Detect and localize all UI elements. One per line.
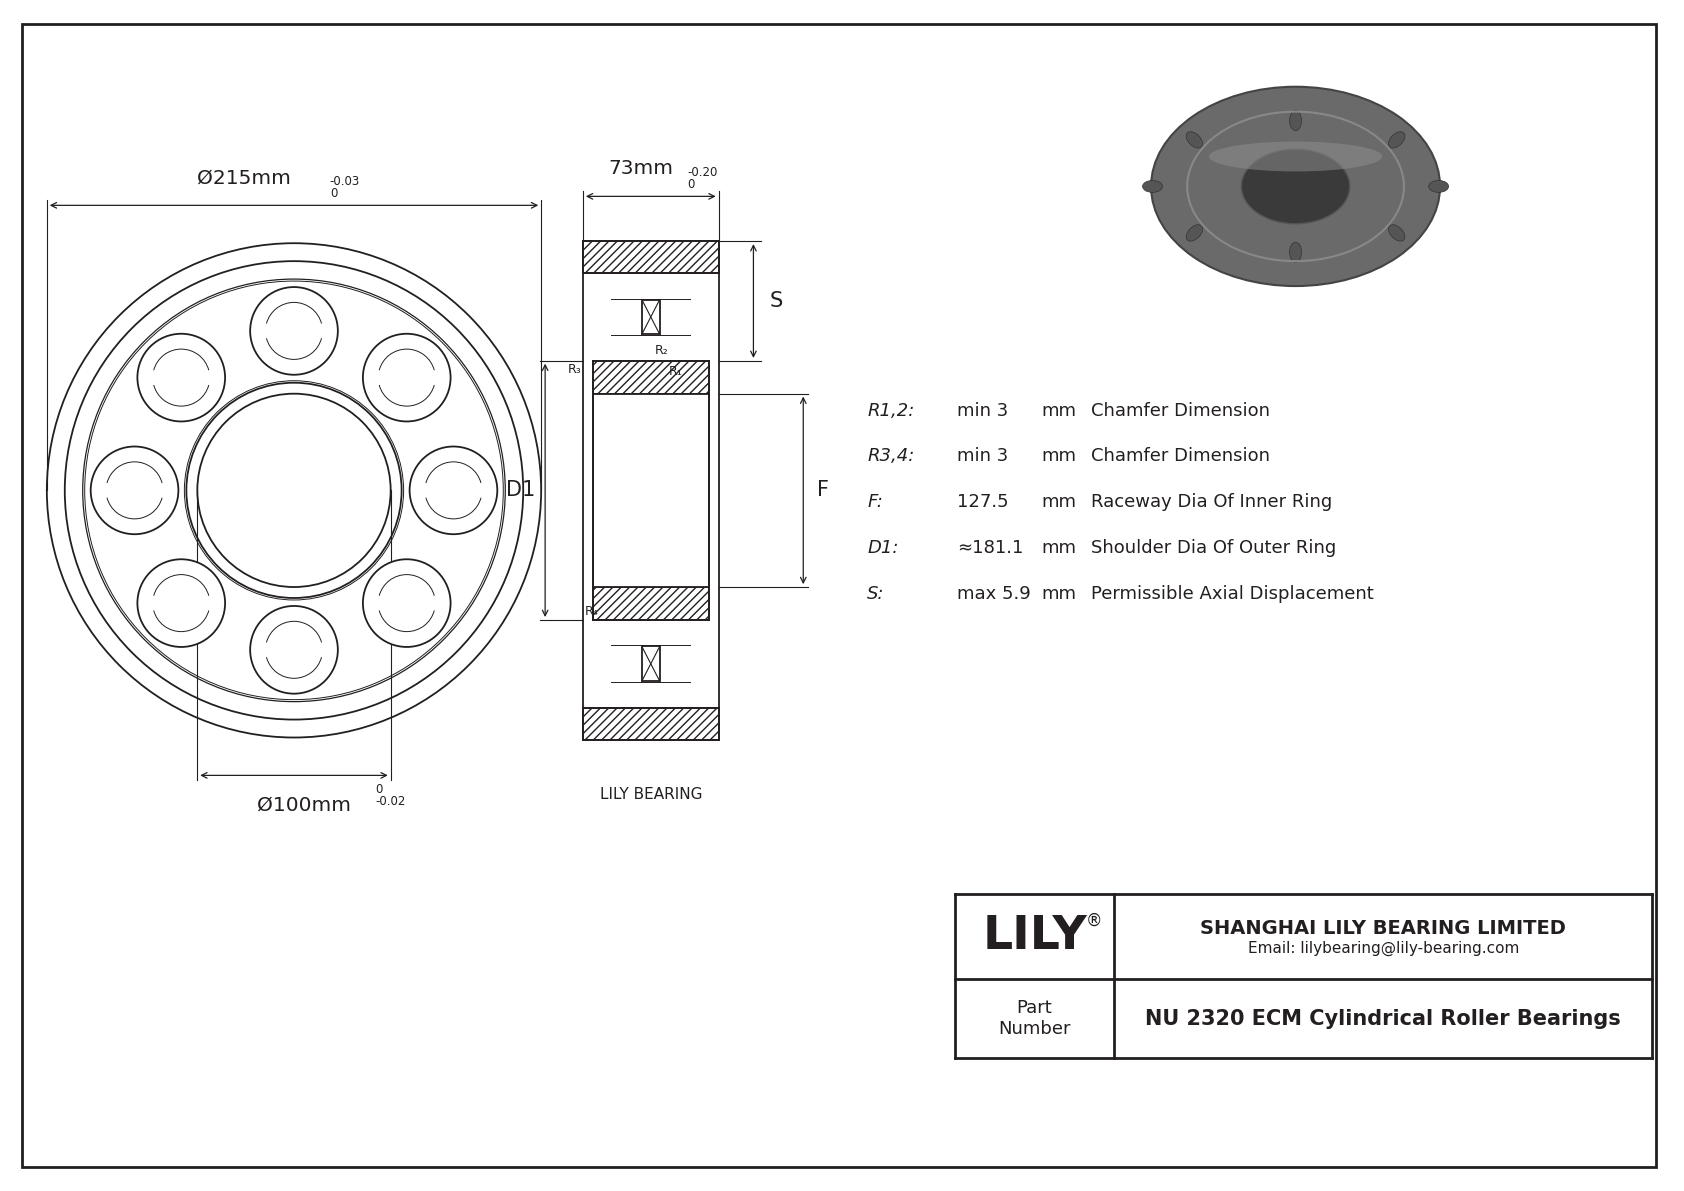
Text: mm: mm <box>1041 493 1076 511</box>
Text: F:: F: <box>867 493 882 511</box>
Bar <box>642 299 660 335</box>
Text: -0.03: -0.03 <box>330 175 360 188</box>
Bar <box>593 394 709 587</box>
Text: Chamfer Dimension: Chamfer Dimension <box>1091 401 1270 419</box>
Text: LILY: LILY <box>982 913 1086 959</box>
Text: R₂: R₂ <box>655 344 669 357</box>
Text: S:: S: <box>867 585 884 603</box>
Text: F: F <box>817 480 829 500</box>
Text: Email: lilybearing@lily-bearing.com: Email: lilybearing@lily-bearing.com <box>1248 941 1519 956</box>
Text: mm: mm <box>1041 585 1076 603</box>
Text: Ø215mm: Ø215mm <box>197 168 291 187</box>
Text: 0: 0 <box>376 782 382 796</box>
Text: R1,2:: R1,2: <box>867 401 914 419</box>
Text: NU 2320 ECM Cylindrical Roller Bearings: NU 2320 ECM Cylindrical Roller Bearings <box>1145 1009 1622 1029</box>
Ellipse shape <box>1290 242 1302 262</box>
Ellipse shape <box>1290 111 1302 131</box>
Circle shape <box>409 447 497 535</box>
Polygon shape <box>583 707 719 740</box>
Text: R₄: R₄ <box>584 605 600 618</box>
Text: min 3: min 3 <box>957 448 1009 466</box>
Ellipse shape <box>1142 180 1162 193</box>
Ellipse shape <box>1389 132 1404 148</box>
Circle shape <box>362 333 451 422</box>
Bar <box>642 647 660 681</box>
Text: mm: mm <box>1041 540 1076 557</box>
Text: -0.02: -0.02 <box>376 794 406 807</box>
Text: mm: mm <box>1041 448 1076 466</box>
Circle shape <box>362 560 451 647</box>
Text: R₁: R₁ <box>669 364 682 378</box>
Text: Shoulder Dia Of Outer Ring: Shoulder Dia Of Outer Ring <box>1091 540 1337 557</box>
Ellipse shape <box>1152 87 1440 286</box>
Text: max 5.9: max 5.9 <box>957 585 1031 603</box>
Polygon shape <box>593 361 709 394</box>
Text: S: S <box>770 291 783 311</box>
Circle shape <box>251 287 338 375</box>
Text: mm: mm <box>1041 401 1076 419</box>
Polygon shape <box>583 242 719 273</box>
Text: D1:: D1: <box>867 540 899 557</box>
Polygon shape <box>593 587 709 621</box>
Text: LILY BEARING: LILY BEARING <box>600 787 702 802</box>
Ellipse shape <box>1241 149 1351 224</box>
Text: -0.20: -0.20 <box>687 166 717 179</box>
Circle shape <box>251 606 338 693</box>
Text: D1: D1 <box>505 480 536 500</box>
Text: 73mm: 73mm <box>608 160 674 179</box>
Ellipse shape <box>1186 132 1202 148</box>
Ellipse shape <box>1209 142 1383 172</box>
Text: Raceway Dia Of Inner Ring: Raceway Dia Of Inner Ring <box>1091 493 1332 511</box>
Text: Part
Number: Part Number <box>999 999 1071 1037</box>
Text: 127.5: 127.5 <box>957 493 1009 511</box>
Text: Ø100mm: Ø100mm <box>258 796 350 815</box>
Text: 0: 0 <box>330 187 337 200</box>
Text: ®: ® <box>1086 911 1103 929</box>
Text: R3,4:: R3,4: <box>867 448 914 466</box>
Text: SHANGHAI LILY BEARING LIMITED: SHANGHAI LILY BEARING LIMITED <box>1201 919 1566 937</box>
Circle shape <box>138 333 226 422</box>
Text: R₃: R₃ <box>568 363 581 376</box>
Text: Chamfer Dimension: Chamfer Dimension <box>1091 448 1270 466</box>
Text: Permissible Axial Displacement: Permissible Axial Displacement <box>1091 585 1374 603</box>
Text: 0: 0 <box>687 177 695 191</box>
Circle shape <box>91 447 179 535</box>
Ellipse shape <box>1186 225 1202 241</box>
Text: ≈181.1: ≈181.1 <box>957 540 1024 557</box>
Ellipse shape <box>1389 225 1404 241</box>
Ellipse shape <box>1428 180 1448 193</box>
Circle shape <box>138 560 226 647</box>
Text: min 3: min 3 <box>957 401 1009 419</box>
